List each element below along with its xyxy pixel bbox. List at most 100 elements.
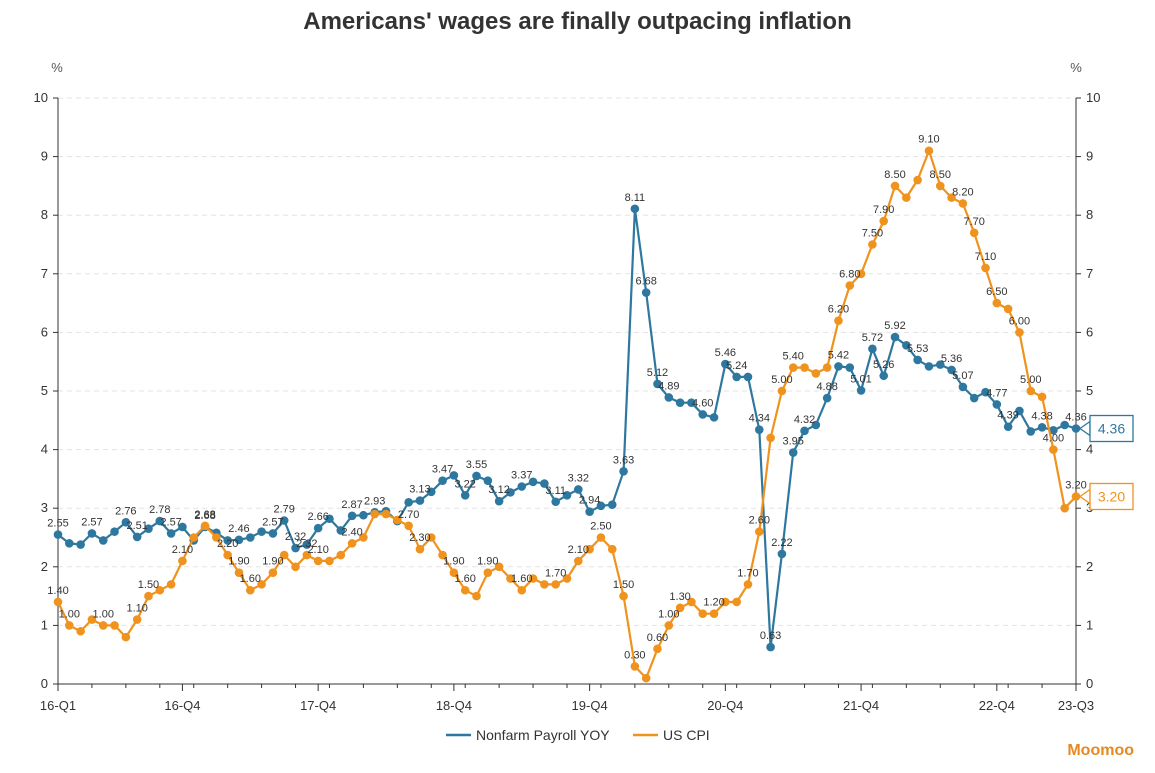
data-point [325, 514, 334, 524]
data-point [313, 523, 323, 533]
data-point [223, 550, 232, 560]
data-label: 6.20 [828, 304, 849, 316]
data-label: 6.80 [839, 269, 860, 281]
data-point [562, 574, 572, 583]
data-label: 5.24 [726, 360, 747, 372]
data-label: 2.10 [568, 544, 589, 556]
data-label: 5.07 [952, 370, 973, 382]
data-point [155, 516, 165, 526]
data-label: 1.60 [454, 573, 475, 585]
data-label: 2.68 [194, 509, 215, 521]
data-label: 3.13 [409, 484, 430, 496]
data-point [687, 398, 696, 408]
x-tick-label: 18-Q4 [436, 698, 472, 713]
data-label: 2.68 [194, 510, 215, 522]
data-point [641, 288, 651, 297]
data-point [483, 568, 493, 577]
data-point [732, 372, 741, 382]
end-label-box [1089, 482, 1134, 511]
data-label: 2.32 [285, 531, 306, 543]
data-point [788, 363, 798, 372]
data-label: 1.70 [545, 567, 566, 579]
data-point [721, 359, 730, 369]
data-label: 7.50 [862, 228, 883, 240]
data-point [1015, 406, 1024, 416]
data-point [494, 496, 504, 506]
data-label: 4.34 [749, 413, 770, 425]
data-label: 1.50 [138, 579, 159, 591]
legend-item-payroll[interactable]: Nonfarm Payroll YOY [446, 727, 610, 743]
data-point [1037, 423, 1047, 432]
data-point [1015, 328, 1024, 337]
data-point [144, 524, 153, 534]
data-label: 6.00 [1009, 315, 1030, 327]
data-label: 3.63 [613, 454, 634, 466]
data-point [223, 536, 232, 545]
data-point [551, 497, 560, 507]
data-label: 1.90 [443, 556, 464, 568]
data-label: 6.68 [635, 276, 656, 288]
data-point [302, 540, 312, 549]
data-label: 5.40 [783, 351, 804, 363]
data-point [777, 386, 787, 396]
data-point [166, 529, 176, 538]
data-label: 2.76 [115, 505, 136, 517]
data-point [596, 501, 606, 511]
data-point [664, 621, 674, 630]
data-point [212, 533, 221, 542]
data-point [856, 386, 866, 395]
data-point [234, 535, 244, 545]
data-label: 2.94 [579, 495, 600, 507]
y-tick-label-left: 5 [41, 383, 48, 398]
data-point [981, 387, 990, 397]
data-label: 5.46 [715, 347, 736, 359]
data-point [1049, 425, 1058, 435]
data-point [562, 491, 572, 500]
data-point [845, 281, 855, 290]
data-point [675, 603, 685, 613]
data-point [822, 363, 832, 372]
data-point [257, 580, 266, 589]
data-point [687, 597, 696, 607]
data-point [969, 228, 979, 238]
data-point [325, 556, 334, 566]
data-label: 5.72 [862, 332, 883, 344]
data-point [76, 540, 85, 549]
data-label: 0.60 [647, 632, 668, 644]
data-point [664, 393, 674, 402]
data-label: 1.90 [477, 556, 498, 568]
data-point [494, 562, 504, 572]
data-point [969, 393, 979, 403]
y-tick-label-right: 5 [1086, 383, 1093, 398]
y-tick-label-right: 4 [1086, 442, 1093, 457]
data-label: 8.50 [884, 169, 905, 181]
data-label: 7.10 [975, 251, 996, 263]
data-point [268, 529, 278, 538]
legend[interactable]: Nonfarm Payroll YOY US CPI [446, 727, 710, 743]
data-point [653, 379, 662, 389]
data-point [65, 539, 74, 548]
data-label: 4.00 [1043, 433, 1064, 445]
data-point [675, 398, 685, 408]
data-point [630, 662, 640, 671]
data-point [460, 491, 470, 500]
data-point [947, 193, 956, 202]
data-point [291, 562, 300, 572]
data-point [619, 591, 628, 601]
data-point [110, 621, 119, 630]
data-point [902, 193, 911, 202]
data-label: 3.32 [568, 472, 589, 484]
data-point [1060, 503, 1069, 513]
y-tick-label-right: 8 [1086, 207, 1093, 222]
legend-label: Nonfarm Payroll YOY [476, 727, 610, 743]
data-point [935, 181, 945, 191]
data-label: 5.42 [828, 349, 849, 361]
data-point [268, 568, 278, 577]
data-point [370, 509, 380, 519]
legend-item-cpi[interactable]: US CPI [633, 727, 710, 743]
data-point [528, 477, 538, 487]
data-point [336, 526, 346, 535]
data-point [178, 556, 187, 566]
data-label: 5.26 [873, 359, 894, 371]
